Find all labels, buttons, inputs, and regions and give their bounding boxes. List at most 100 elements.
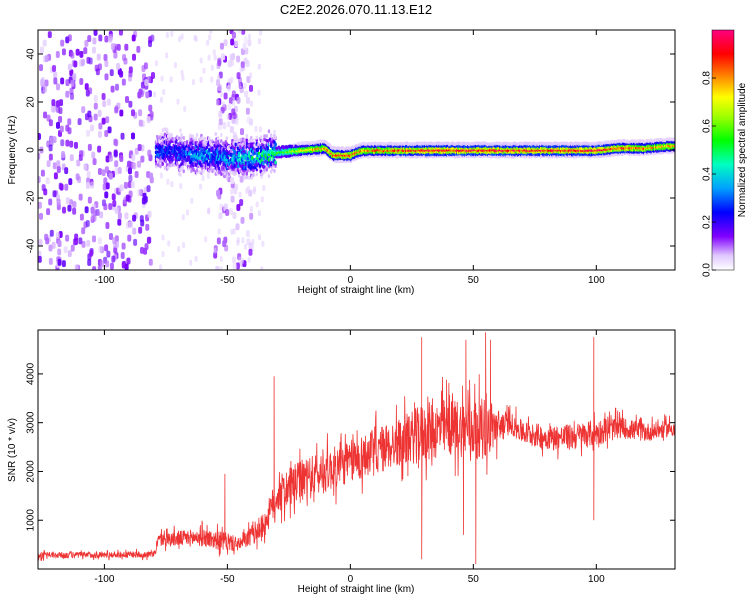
spectrogram-cell <box>109 69 114 77</box>
spectrogram-cell <box>67 250 72 258</box>
spectrogram-cell <box>140 219 145 227</box>
snr-y-tick-label: 4000 <box>26 362 37 385</box>
spectrogram-cell <box>92 158 97 166</box>
snr-y-axis-label: SNR (10 * v/v) <box>7 418 18 482</box>
spectrogram-cell <box>56 160 61 168</box>
spectrogram-cell <box>194 255 198 262</box>
spectrogram-cell <box>219 91 223 98</box>
spectrogram-cell <box>74 233 79 241</box>
spectrogram-cell <box>104 73 109 81</box>
spectrogram-cell <box>65 234 70 242</box>
spectrogram-cell <box>220 132 223 137</box>
spectrogram-cell <box>232 263 237 270</box>
spectrogram-x-tick-label: -50 <box>220 275 235 286</box>
spectrogram-cell <box>57 248 62 256</box>
spectrogram-cell <box>234 142 237 147</box>
spectrogram-cell <box>69 69 74 77</box>
spectrogram-cell <box>199 76 203 83</box>
spectrogram-cell <box>217 84 222 92</box>
spectrogram-cell <box>143 195 148 203</box>
spectrogram-cell <box>231 170 234 175</box>
spectrogram-cell <box>170 181 174 188</box>
spectrogram-cell <box>97 237 102 245</box>
snr-x-tick-label: 50 <box>468 574 480 585</box>
spectrogram-cell <box>45 177 50 185</box>
spectrogram-cell <box>234 136 237 141</box>
spectrogram-y-tick-label: -40 <box>26 238 37 253</box>
spectrogram-cell <box>189 259 193 266</box>
spectrogram-cell <box>262 184 266 191</box>
spectrogram-cell <box>88 87 93 95</box>
spectrogram-cell <box>119 70 124 78</box>
spectrogram-cell <box>161 234 165 241</box>
spectrogram-cell <box>98 122 103 130</box>
spectrogram-cell <box>84 39 89 47</box>
spectrogram-cell <box>237 30 242 34</box>
spectrogram-cell <box>41 184 46 192</box>
spectrogram-cell <box>265 167 268 172</box>
spectrogram-cell <box>258 163 262 168</box>
spectrogram-cell <box>161 128 164 133</box>
spectrogram-cell <box>245 171 249 176</box>
spectrogram-y-tick-label: 0 <box>26 147 37 153</box>
spectrogram-cell <box>167 165 170 170</box>
spectrogram-cell <box>154 164 158 169</box>
spectrogram-cell <box>97 145 102 153</box>
spectrogram-cell <box>132 53 137 61</box>
spectrogram-cell <box>53 71 58 79</box>
spectrogram-cell <box>72 200 77 208</box>
spectrogram-cell <box>133 238 138 246</box>
spectrogram-cell <box>137 188 142 196</box>
spectrogram-cell <box>81 240 86 248</box>
colorbar: 0.0 0.2 0.4 0.6 0.8 Normalized spectral ampl… <box>702 29 748 277</box>
spectrogram-panel: -100 -50 0 50 100 -40 -20 0 20 40 Height of stra… <box>7 29 676 296</box>
spectrogram-cell <box>231 99 235 106</box>
spectrogram-cell <box>42 39 47 47</box>
spectrogram-cell <box>240 48 245 56</box>
spectrogram-cell <box>108 172 113 180</box>
spectrogram-cell <box>38 201 42 209</box>
spectrogram-cell <box>89 124 94 132</box>
spectrogram-cell <box>140 81 145 89</box>
spectrogram-cell <box>117 218 122 226</box>
spectrogram-cell <box>240 61 245 69</box>
spectrogram-cell <box>263 134 266 139</box>
spectrogram-cell <box>145 91 150 99</box>
spectrogram-cell <box>65 79 70 87</box>
spectrogram-cell <box>180 33 184 40</box>
spectrogram-cell <box>85 220 90 228</box>
spectrogram-cell <box>223 39 228 47</box>
spectrogram-cell <box>47 31 52 39</box>
spectrogram-cell <box>160 141 163 146</box>
spectrogram-cell <box>211 146 214 151</box>
spectrogram-cell <box>57 240 62 248</box>
spectrogram-cell <box>40 169 45 177</box>
spectrogram-cell <box>119 155 124 163</box>
spectrogram-cell <box>221 53 226 61</box>
spectrogram-cell <box>125 221 130 229</box>
spectrogram-cell <box>127 181 132 189</box>
spectrogram-cell <box>59 183 64 191</box>
spectrogram-cell <box>163 165 167 170</box>
spectrogram-cell <box>206 173 210 180</box>
spectrogram-cell <box>38 255 42 263</box>
spectrogram-cell <box>170 30 174 37</box>
spectrogram-cell <box>162 89 166 96</box>
spectrogram-cell <box>246 147 250 152</box>
spectrogram-cell <box>97 167 102 175</box>
spectrogram-cell <box>157 163 160 168</box>
snr-series-line <box>38 332 675 565</box>
spectrogram-x-tick-label: 50 <box>468 275 480 286</box>
spectrogram-cell <box>232 228 236 235</box>
spectrogram-cell <box>244 90 249 98</box>
spectrogram-cell <box>104 130 109 138</box>
spectrogram-cell <box>227 60 232 68</box>
spectrogram-cell <box>68 178 73 186</box>
spectrogram-cell <box>163 127 167 132</box>
spectrogram-cell <box>246 116 251 124</box>
spectrogram-cell <box>104 191 109 199</box>
spectrogram-cell <box>159 172 163 179</box>
spectrogram-cell <box>257 38 261 45</box>
spectrogram-cell <box>190 197 194 204</box>
spectrogram-cell <box>125 194 130 202</box>
